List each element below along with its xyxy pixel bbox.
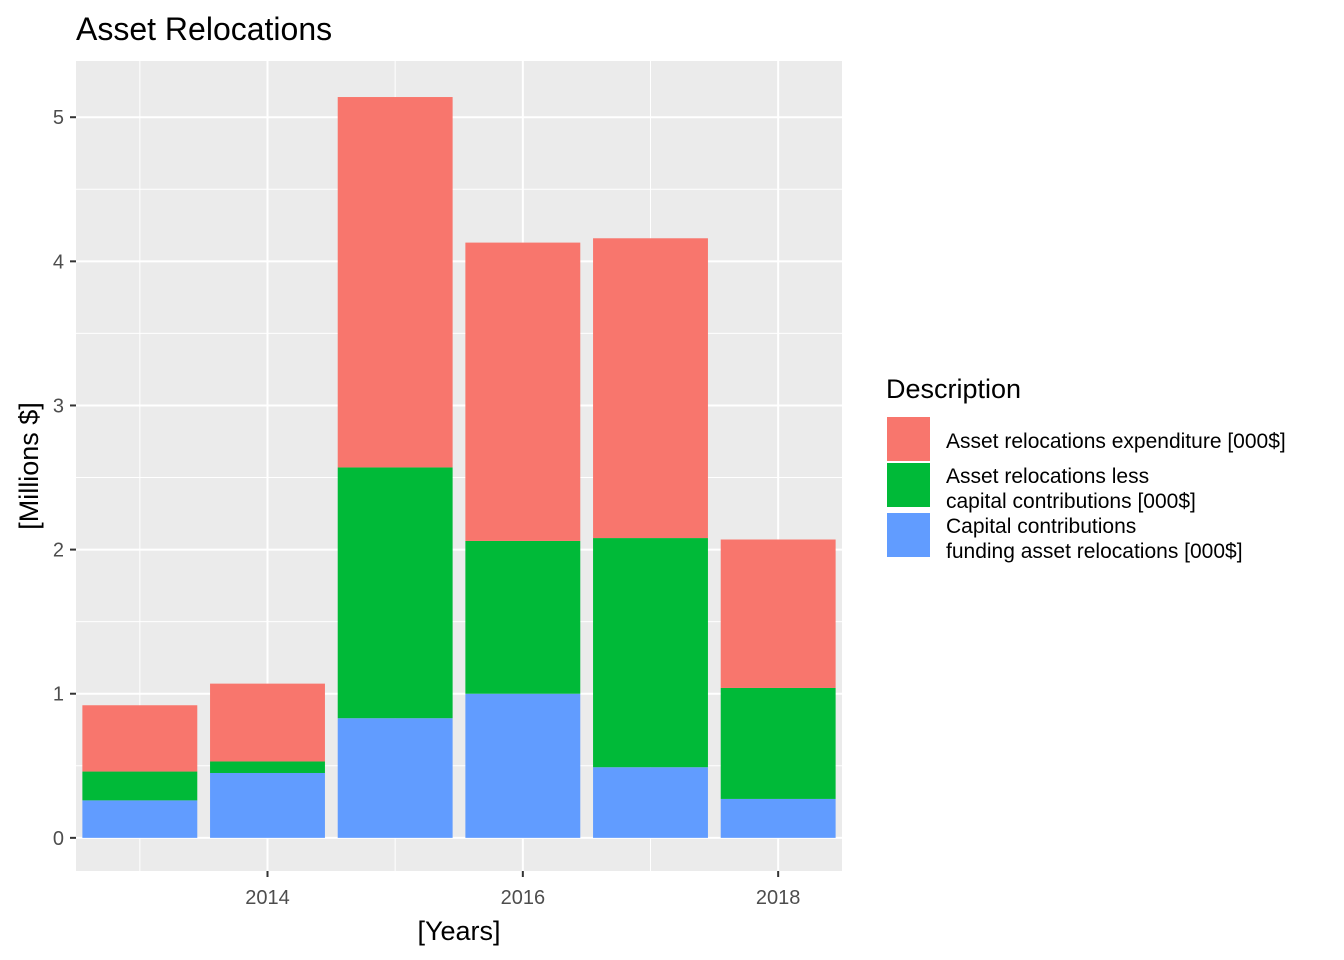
legend: Description Asset relocations expenditur… <box>886 374 1286 563</box>
bar-segment <box>465 693 581 838</box>
legend-key <box>887 417 930 461</box>
legend-key <box>887 463 930 507</box>
legend-key <box>887 513 930 557</box>
bar-segment <box>210 772 325 838</box>
bar-segment <box>720 539 836 688</box>
bar-segment <box>210 683 325 762</box>
y-tick-label: 4 <box>53 251 64 273</box>
major-gridlines <box>76 61 842 871</box>
bar-segment <box>82 771 198 801</box>
y-tick-label: 2 <box>53 540 64 562</box>
legend-label: funding asset relocations [000$] <box>946 540 1243 563</box>
bar-segment <box>593 238 708 539</box>
bar-segment <box>465 540 581 694</box>
chart-title: Asset Relocations <box>76 11 332 47</box>
bar-segment <box>337 718 453 838</box>
x-tick-label: 2018 <box>756 887 801 909</box>
x-tick-label: 2014 <box>245 887 290 909</box>
x-axis: 2014 2016 2018 <box>245 871 800 909</box>
legend-label: Asset relocations expenditure [000$] <box>946 430 1286 453</box>
legend-title: Description <box>886 374 1021 404</box>
bar-segment <box>720 687 836 799</box>
plot-panel <box>76 61 842 871</box>
bars-group <box>82 97 836 838</box>
y-tick-label: 1 <box>53 684 64 706</box>
bar-segment <box>593 767 708 838</box>
y-tick-label: 3 <box>53 395 64 417</box>
y-axis: 0 1 2 3 4 5 <box>53 107 76 850</box>
x-axis-title: [Years] <box>417 916 500 946</box>
bar-segment <box>82 800 198 838</box>
y-tick-label: 5 <box>53 107 64 129</box>
bar-segment <box>210 761 325 773</box>
bar-segment <box>465 242 581 541</box>
legend-label: Asset relocations less <box>946 465 1149 488</box>
legend-label: Capital contributions <box>946 515 1136 538</box>
y-axis-title: [Millions $] <box>14 402 44 530</box>
y-tick-label: 0 <box>53 828 64 850</box>
legend-label: capital contributions [000$] <box>946 490 1196 513</box>
bar-segment <box>337 467 453 719</box>
bar-segment <box>593 538 708 768</box>
bar-segment <box>720 798 836 838</box>
bar-segment <box>82 705 198 772</box>
x-tick-label: 2016 <box>501 887 546 909</box>
bar-segment <box>337 97 453 468</box>
